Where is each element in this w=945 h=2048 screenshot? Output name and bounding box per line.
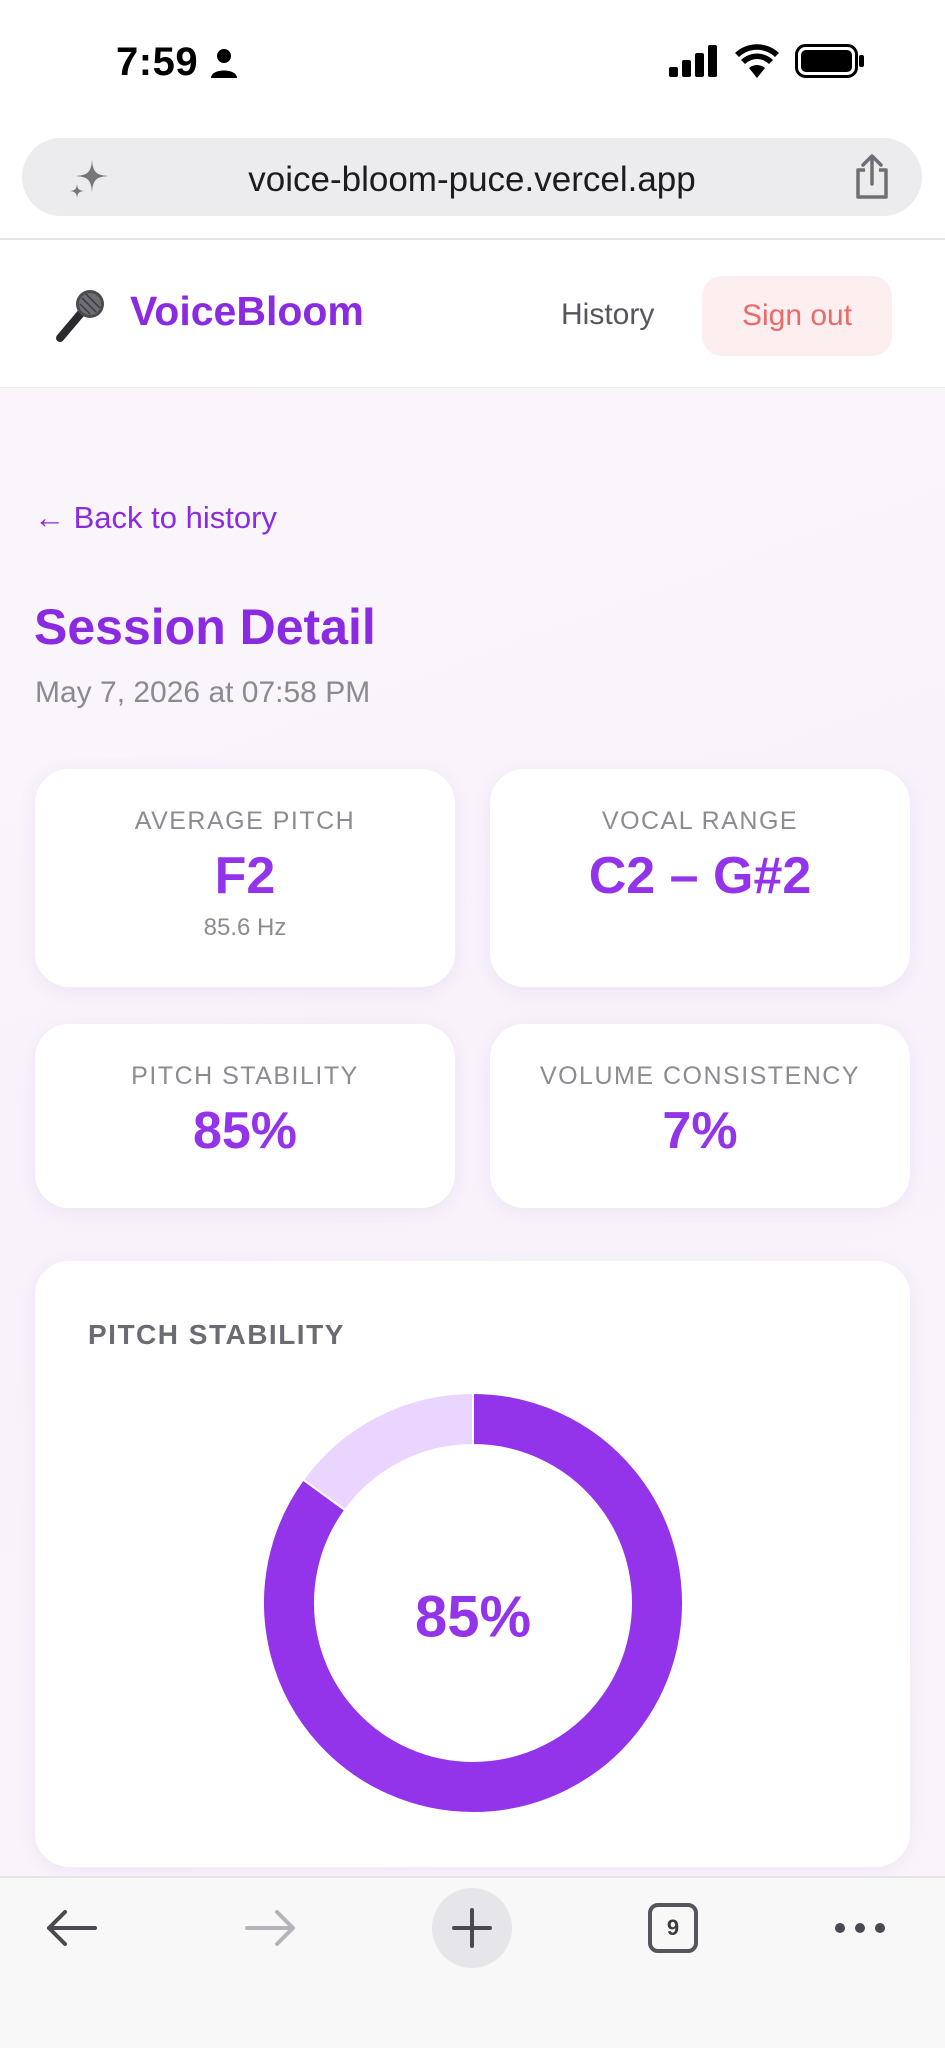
nav-history-link[interactable]: History (561, 298, 655, 331)
more-button[interactable] (830, 1878, 890, 1978)
pitch-stability-chart-card: PITCH STABILITY 85% (35, 1261, 910, 1867)
stat-subvalue: 85.6 Hz (203, 914, 287, 941)
arrow-left-icon (47, 1910, 97, 1946)
session-date: May 7, 2026 at 07:58 PM (35, 676, 371, 709)
chart-title: PITCH STABILITY (88, 1319, 345, 1350)
person-icon (211, 49, 237, 78)
volume-consistency-card: VOLUME CONSISTENCY 7% (490, 1024, 910, 1208)
plus-icon (452, 1908, 492, 1948)
back-to-history-link[interactable]: ← Back to history (34, 500, 277, 535)
stat-label: VOLUME CONSISTENCY (539, 1062, 861, 1090)
stat-label: AVERAGE PITCH (134, 807, 356, 835)
more-dots-icon (835, 1923, 885, 1933)
battery-icon (795, 44, 864, 78)
url-bar[interactable]: voice-bloom-puce.vercel.app (22, 138, 922, 216)
stat-value: 85% (192, 1102, 298, 1160)
forward-button[interactable] (236, 1878, 306, 1978)
wifi-icon (735, 44, 779, 78)
tabs-button[interactable]: 9 (643, 1878, 703, 1978)
stat-label: PITCH STABILITY (131, 1062, 359, 1090)
stat-value: F2 (214, 847, 276, 905)
average-pitch-card: AVERAGE PITCH F2 85.6 Hz (35, 769, 455, 987)
new-tab-button[interactable] (432, 1888, 512, 1968)
sign-out-button[interactable]: Sign out (702, 276, 892, 356)
pitch-stability-card: PITCH STABILITY 85% (35, 1024, 455, 1208)
tab-count: 9 (648, 1903, 698, 1953)
signal-icon (669, 45, 717, 77)
status-indicators (669, 44, 865, 78)
page-title: Session Detail (34, 599, 376, 655)
stat-value: C2 – G#2 (588, 847, 812, 905)
donut-center-label: 85% (415, 1584, 531, 1649)
sparkle-icon[interactable] (68, 158, 110, 200)
pitch-stability-donut-chart: 85% (262, 1391, 684, 1814)
status-time: 7:59 (116, 40, 199, 84)
status-bar: 7:59 (0, 0, 945, 128)
app-header: VoiceBloom History Sign out (0, 242, 945, 388)
stat-label: VOCAL RANGE (601, 807, 799, 835)
microphone-icon (56, 290, 104, 342)
arrow-right-icon (245, 1910, 295, 1946)
url-text[interactable]: voice-bloom-puce.vercel.app (248, 160, 696, 199)
browser-address-area: voice-bloom-puce.vercel.app (0, 128, 945, 240)
donut-slice-remaining (301, 1391, 474, 1512)
vocal-range-card: VOCAL RANGE C2 – G#2 (490, 769, 910, 987)
browser-toolbar: 9 (0, 1876, 945, 2048)
share-icon[interactable] (852, 154, 892, 200)
stat-value: 7% (662, 1102, 738, 1160)
back-button[interactable] (36, 1878, 106, 1978)
donut-slice-stable (262, 1391, 684, 1814)
app-logo[interactable]: VoiceBloom (130, 288, 364, 334)
main-content: ← Back to history Session Detail May 7, … (0, 388, 945, 1876)
